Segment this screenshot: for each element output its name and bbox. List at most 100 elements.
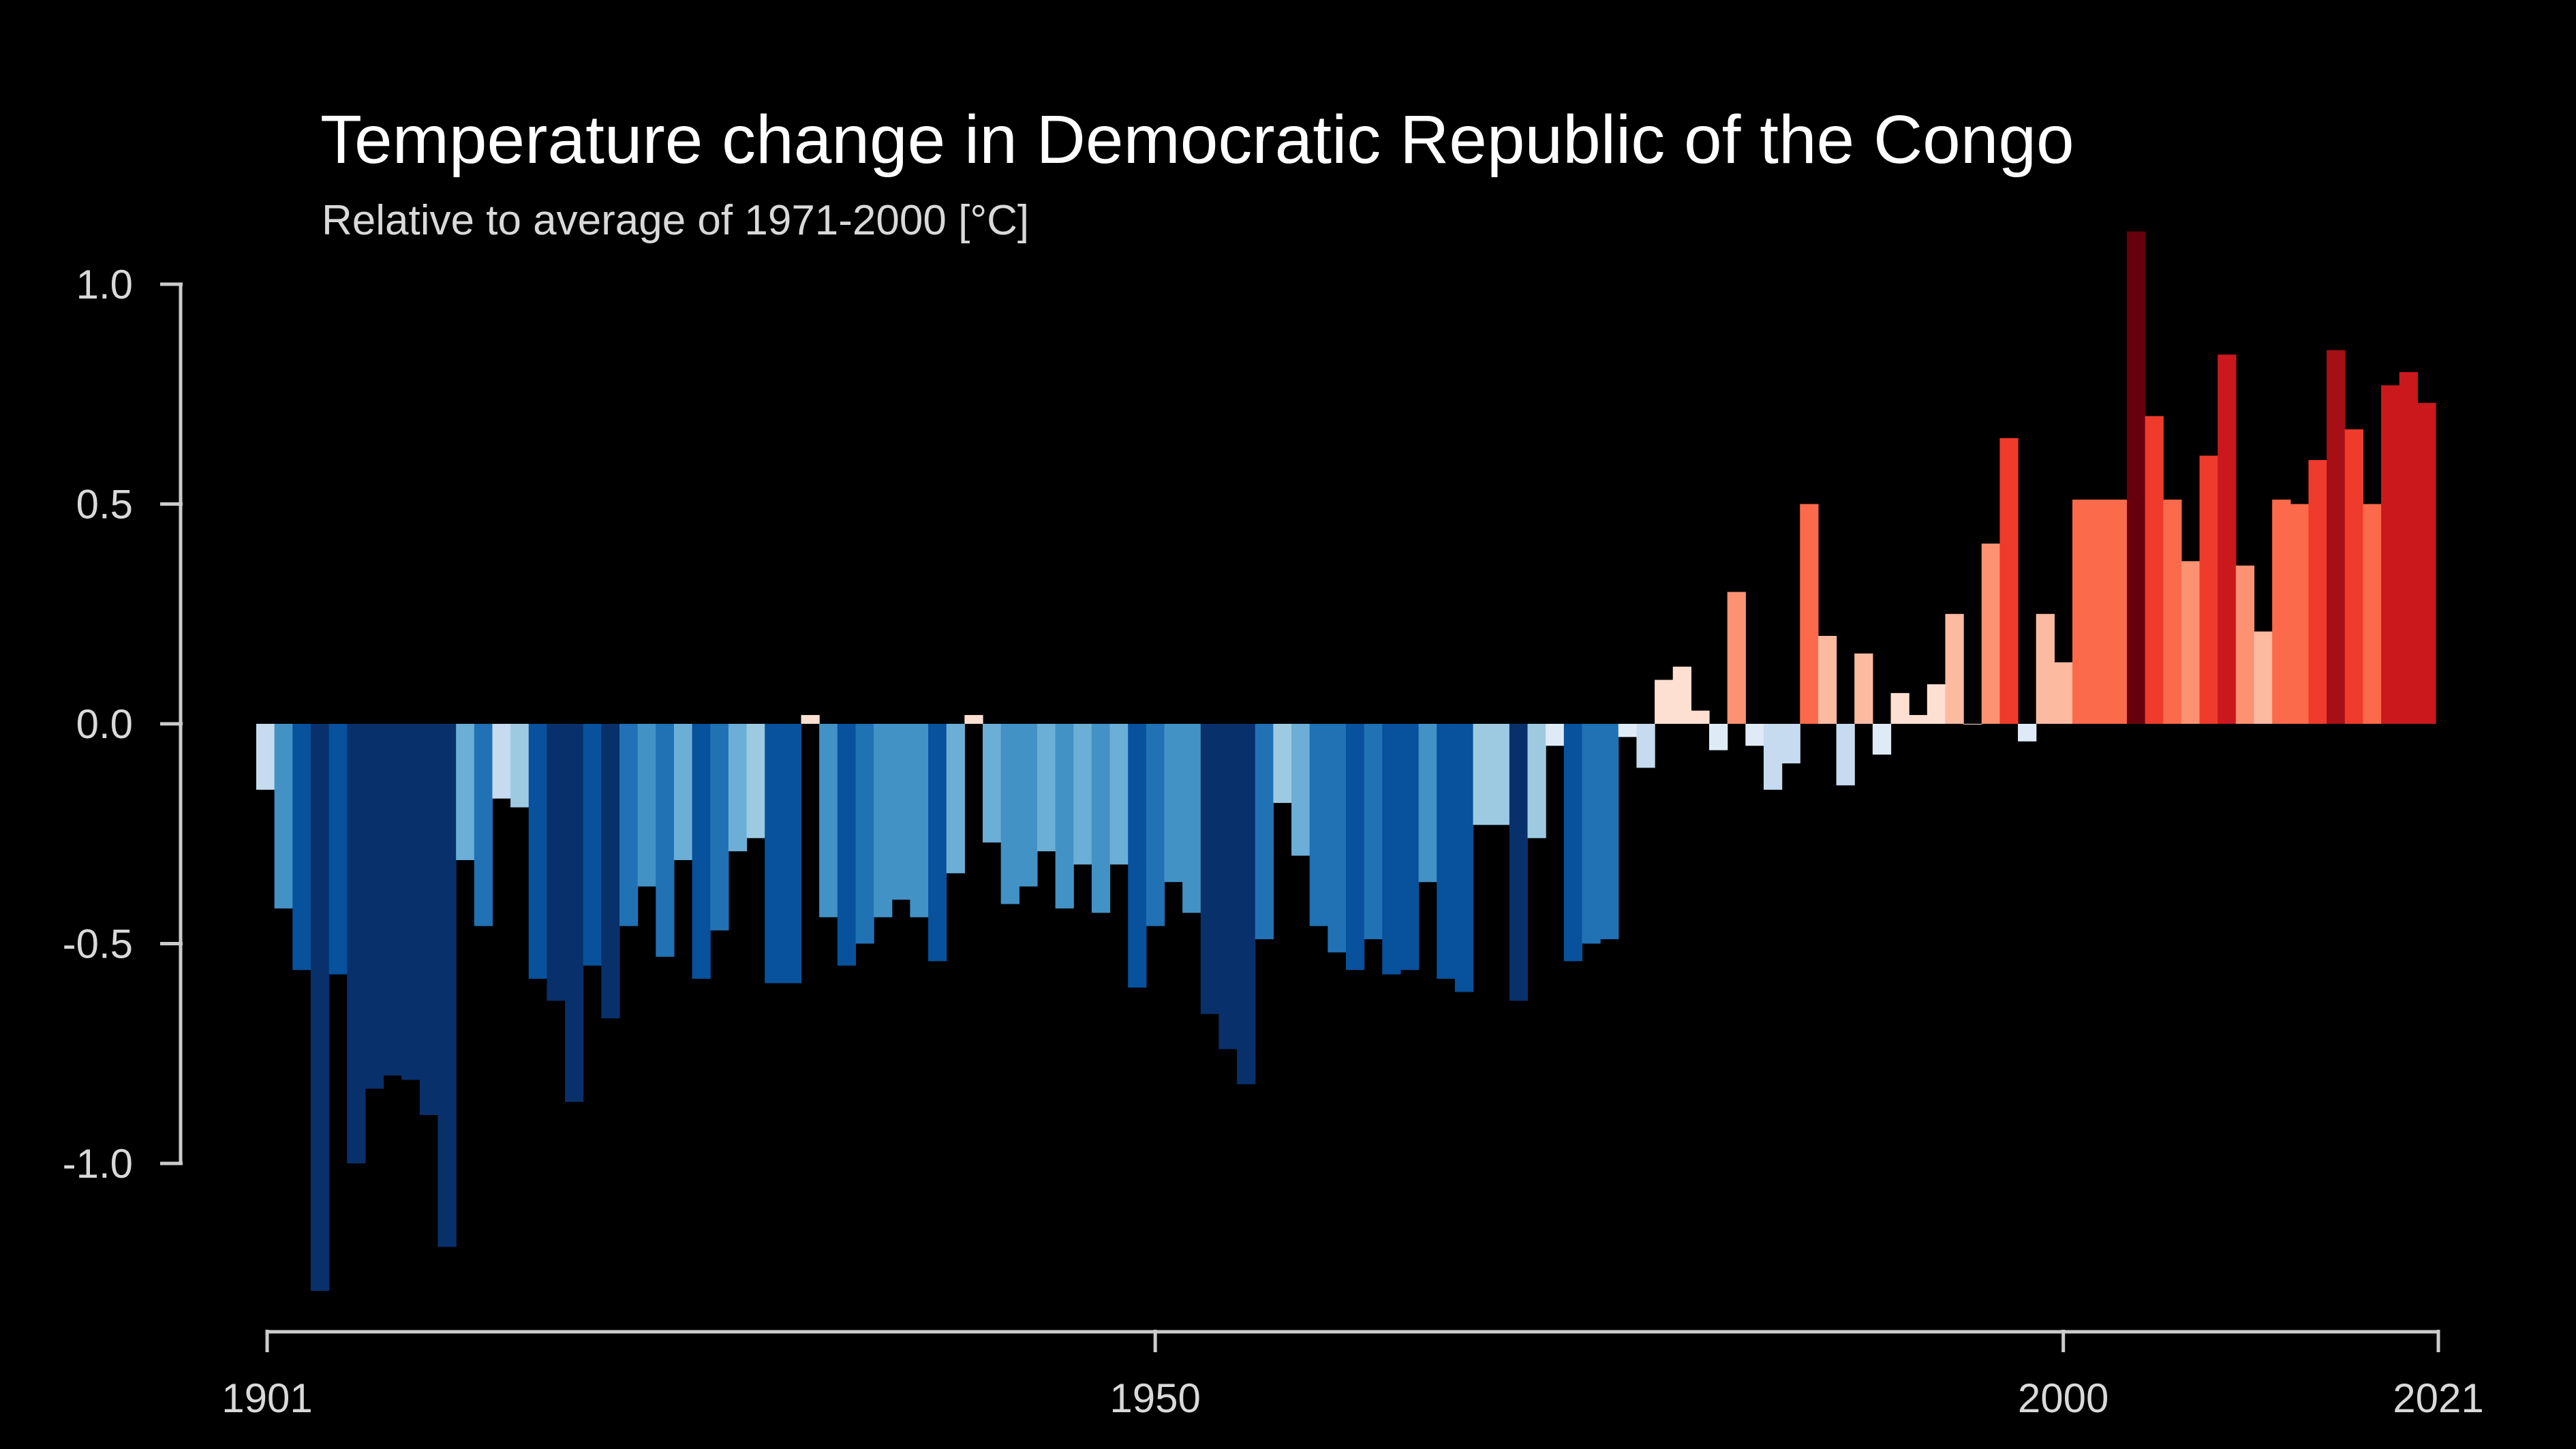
bar-1998 [2018, 724, 2037, 742]
bar-1978 [1655, 680, 1674, 724]
bar-1904 [310, 724, 330, 1292]
bar-1953 [1200, 724, 1220, 1014]
bar-1951 [1164, 724, 1183, 883]
bar-1985 [1781, 724, 1800, 764]
bar-1992 [1909, 715, 1928, 724]
bar-1955 [1237, 724, 1256, 1084]
bar-1999 [2036, 613, 2055, 724]
bar-1901 [256, 724, 275, 790]
bar-2017 [2363, 504, 2382, 724]
bar-1958 [1291, 724, 1310, 856]
bar-1937 [910, 724, 929, 917]
bar-1945 [1055, 724, 1074, 909]
bar-1923 [656, 724, 675, 957]
bar-1905 [328, 724, 348, 975]
bar-1925 [692, 724, 711, 979]
bar-1970 [1509, 724, 1529, 1001]
y-tick-label: 0.5 [76, 482, 133, 528]
bar-1971 [1527, 724, 1546, 838]
x-tick-label: 1950 [1109, 1375, 1200, 1421]
bar-1996 [1981, 543, 2000, 724]
bar-1954 [1218, 724, 1238, 1050]
bar-1909 [401, 724, 420, 1080]
bar-1987 [1818, 636, 1837, 724]
bar-1907 [365, 724, 384, 1089]
bar-1927 [728, 724, 748, 852]
bar-1931 [801, 715, 820, 724]
bar-1917 [547, 724, 566, 1001]
bars-group [256, 231, 2436, 1292]
bar-1952 [1182, 724, 1201, 913]
bar-1910 [419, 724, 439, 1116]
bar-2016 [2344, 429, 2363, 724]
bar-1919 [583, 724, 602, 966]
bar-1964 [1400, 724, 1420, 971]
bar-2011 [2254, 631, 2273, 724]
bar-1936 [891, 724, 910, 900]
bar-1988 [1836, 724, 1855, 786]
bar-1912 [456, 724, 475, 860]
bar-1991 [1890, 692, 1910, 724]
bar-1984 [1763, 724, 1783, 790]
bar-1989 [1854, 653, 1873, 724]
bar-1968 [1473, 724, 1492, 825]
bar-1922 [637, 724, 656, 887]
y-tick-label: -0.5 [63, 921, 133, 967]
bar-1942 [1000, 724, 1019, 904]
bar-1957 [1273, 724, 1292, 804]
bar-1902 [274, 724, 293, 909]
y-tick-label: -1.0 [63, 1141, 133, 1187]
bar-2005 [2145, 416, 2164, 724]
bar-1959 [1309, 724, 1328, 926]
bar-1924 [673, 724, 693, 860]
bar-1977 [1636, 724, 1655, 768]
bar-1940 [964, 715, 983, 724]
bar-1906 [347, 724, 366, 1163]
bar-2010 [2235, 565, 2255, 724]
bar-1911 [438, 724, 457, 1247]
bar-1928 [746, 724, 765, 838]
y-tick-label: 0.0 [76, 701, 133, 747]
bar-1938 [928, 724, 947, 962]
bar-1933 [837, 724, 857, 966]
bar-1950 [1146, 724, 1165, 926]
bar-1975 [1600, 724, 1619, 940]
bar-1932 [819, 724, 838, 917]
chart-subtitle: Relative to average of 1971-2000 [°C] [322, 197, 1030, 244]
bar-2004 [2126, 231, 2146, 724]
bar-2002 [2090, 500, 2109, 724]
bar-1976 [1618, 724, 1637, 737]
bar-1944 [1037, 724, 1056, 852]
bar-1972 [1546, 724, 1565, 746]
bar-1948 [1109, 724, 1129, 865]
bar-1929 [765, 724, 784, 983]
y-axis-ticks: 1.0 0.5 0.0 -0.5 -1.0 [63, 262, 183, 1187]
bar-2003 [2109, 500, 2128, 724]
bar-2018 [2381, 385, 2400, 724]
bar-1962 [1364, 724, 1383, 940]
bar-1914 [492, 724, 511, 799]
bar-1974 [1582, 724, 1601, 944]
bar-1915 [510, 724, 530, 808]
bar-1986 [1800, 504, 1819, 724]
bar-1930 [782, 724, 802, 983]
bar-1967 [1454, 724, 1474, 992]
x-tick-label: 1901 [221, 1375, 312, 1421]
bar-1960 [1328, 724, 1347, 953]
bar-1916 [528, 724, 547, 979]
bar-1943 [1019, 724, 1038, 887]
bar-1956 [1255, 724, 1274, 940]
bar-1921 [619, 724, 639, 926]
bar-1939 [946, 724, 965, 874]
bar-2014 [2308, 460, 2327, 724]
bar-2007 [2181, 561, 2201, 724]
bar-2008 [2199, 455, 2218, 724]
bar-1946 [1073, 724, 1092, 865]
bar-1926 [710, 724, 729, 931]
bar-1979 [1672, 667, 1691, 724]
bar-1903 [292, 724, 311, 971]
bar-1981 [1709, 724, 1728, 750]
bar-1949 [1128, 724, 1147, 988]
bar-1994 [1945, 613, 1964, 724]
bar-2013 [2290, 504, 2310, 724]
